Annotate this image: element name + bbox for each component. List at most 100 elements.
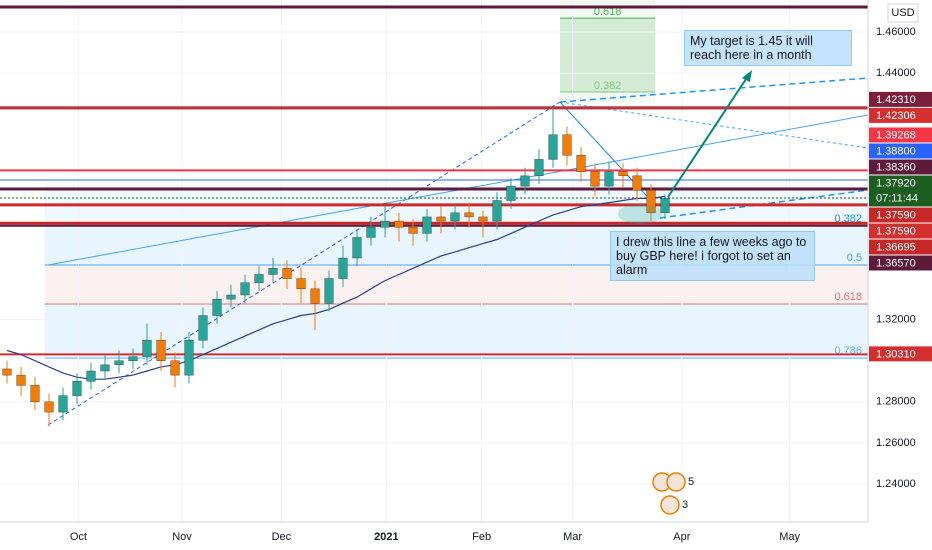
candle-body [548, 134, 558, 160]
price-tag [869, 127, 932, 143]
candle-body [198, 315, 208, 341]
candle-body [226, 294, 236, 300]
y-tick-label: 1.32000 [876, 314, 916, 326]
candle-body [170, 360, 180, 376]
candle-body [618, 171, 628, 177]
candle-body [464, 212, 474, 218]
price-tag [869, 143, 932, 159]
candle-body [310, 288, 320, 304]
fib-label: 0.382 [594, 80, 622, 92]
candle-body [576, 155, 586, 172]
price-tag [869, 239, 932, 255]
candle-body [366, 227, 376, 238]
fib-label: 0.618 [594, 6, 622, 18]
candle-body [394, 220, 404, 228]
x-tick-label: Apr [673, 531, 690, 543]
price-tag-label: 1.38360 [876, 161, 916, 173]
candle-body [562, 134, 572, 156]
candle-body [2, 368, 12, 376]
candle-body [268, 268, 278, 275]
price-tag-label: 1.37920 [876, 177, 916, 189]
candle-body [296, 278, 306, 290]
x-tick-label: Oct [70, 531, 87, 543]
candle-body [380, 220, 390, 228]
candle-body [590, 171, 600, 187]
price-tag [869, 255, 932, 271]
candle-body [240, 282, 250, 296]
candle-body [44, 401, 54, 413]
candle-body [282, 268, 292, 279]
fib-label: 0.618 [834, 291, 862, 303]
candles [2, 108, 670, 427]
y-tick-label: 1.28000 [876, 396, 916, 408]
y-tick-label: 1.26000 [876, 437, 916, 449]
candle-body [100, 364, 110, 372]
x-tick-label: Nov [172, 531, 192, 543]
event-icon [666, 472, 686, 492]
event-count: 5 [688, 476, 694, 488]
moving-average [6, 195, 666, 380]
candle-body [478, 216, 488, 222]
y-tick-label: 1.46000 [876, 26, 916, 38]
price-tag [869, 346, 932, 362]
arrow [667, 75, 749, 198]
candle-body [156, 339, 166, 361]
annotation: My target is 1.45 it will reach here in … [684, 30, 852, 66]
candle-body [520, 175, 530, 187]
price-tag-label: 1.42310 [876, 94, 916, 106]
currency-box [887, 3, 919, 23]
trend-line [559, 101, 869, 149]
candle-body [184, 339, 194, 376]
candle-body [450, 212, 460, 222]
candle-body [128, 356, 138, 361]
candle-body [338, 257, 348, 279]
highlight [618, 204, 662, 224]
candle-body [212, 298, 222, 316]
candle-body [604, 171, 614, 187]
candle-body [30, 385, 40, 403]
candle-body [352, 237, 362, 259]
candle-body [86, 370, 96, 382]
price-tag-label: 1.42306 [876, 110, 916, 122]
x-tick-label: Feb [472, 531, 491, 543]
price-tag-label: 1.30310 [876, 348, 916, 360]
event-count: 3 [682, 499, 688, 511]
price-tag-label: 1.38800 [876, 145, 916, 157]
x-tick-label: May [779, 531, 800, 543]
fib-zone [44, 304, 869, 359]
fib-label: 0.5 [847, 252, 862, 264]
fib-box [560, 0, 656, 103]
fib-box [560, 18, 656, 93]
candle-body [646, 190, 656, 214]
price-tag [869, 159, 932, 175]
price-tag [869, 223, 932, 239]
candle-body [324, 278, 334, 304]
candle-body [142, 339, 152, 357]
annotation: I drew this line a few weeks ago to buy … [610, 231, 815, 281]
candle-body [632, 175, 642, 191]
candle-body [254, 274, 264, 283]
price-tag-label: 1.37590 [876, 225, 916, 237]
candle-body [408, 227, 418, 234]
price-tag-label: 1.39268 [876, 129, 916, 141]
candle-body [436, 216, 446, 222]
events: 253 [652, 472, 694, 515]
x-tick-label: Dec [272, 531, 292, 543]
event-icon [660, 495, 680, 515]
price-tag [869, 107, 932, 123]
candle-body [492, 200, 502, 222]
candle-body [16, 374, 26, 386]
price-tag-label: 1.36695 [876, 241, 916, 253]
price-tag [869, 91, 932, 107]
countdown: 07:11:44 [876, 192, 918, 204]
y-tick-label: 1.44000 [876, 67, 916, 79]
y-tick-label: 1.24000 [876, 478, 916, 490]
trend-line [47, 101, 561, 426]
candle-body [58, 395, 68, 413]
axis-labels: 1.24000 1.26000 1.28000 1.32000 1.44000 1.460… [70, 26, 932, 543]
price-tag-label: 1.36570 [876, 257, 916, 269]
candle-body [422, 216, 432, 234]
arrow-head [742, 70, 752, 82]
price-tag-label: 1.37590 [876, 209, 916, 221]
